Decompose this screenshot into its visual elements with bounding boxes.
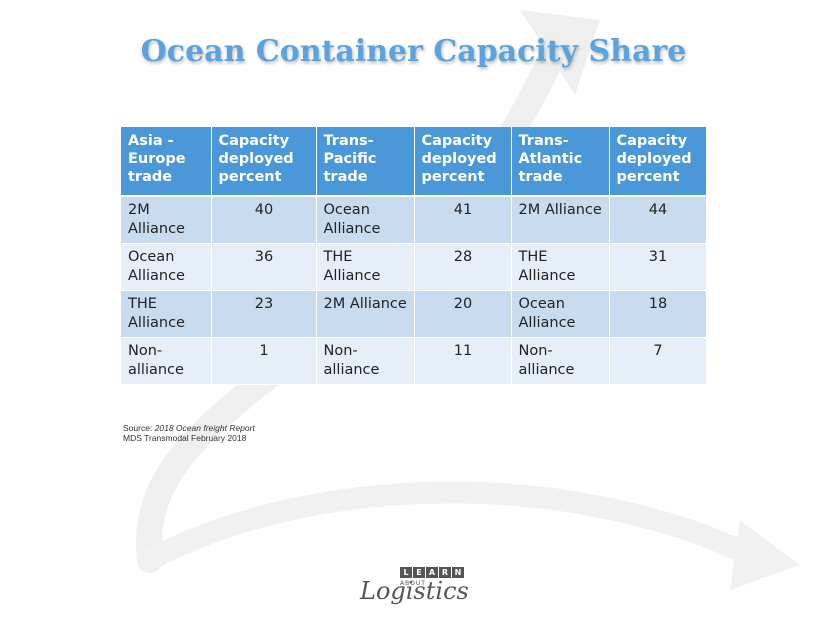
learn-about-logistics-logo: L E A R N ABOUT Logistics (360, 565, 470, 611)
table-cell: 20 (414, 290, 512, 338)
source-line-1: Source: 2018 Ocean freight Report (123, 423, 255, 433)
table-cell: 40 (211, 196, 317, 244)
logo-about: ABOUT (400, 580, 426, 587)
header-trans-pacific-trade: Trans-Pacific trade (316, 127, 415, 197)
table-cell: Non-alliance (511, 337, 610, 385)
table-cell: 28 (414, 243, 512, 291)
table-row: Non-alliance 1 Non-alliance 11 Non-allia… (121, 337, 707, 385)
table-cell: 2M Alliance (121, 196, 212, 244)
header-trans-atlantic-trade: Trans-Atlantic trade (511, 127, 610, 197)
table-cell: Ocean Alliance (511, 290, 610, 338)
table-row: 2M Alliance 40 Ocean Alliance 41 2M Alli… (121, 196, 707, 244)
source-line-2: MDS Transmodal February 2018 (123, 433, 247, 443)
source-note: Source: 2018 Ocean freight Report MDS Tr… (123, 423, 255, 443)
logo-wordmark: Logistics (360, 577, 469, 605)
table-cell: 1 (211, 337, 317, 385)
table-cell: Non-alliance (316, 337, 415, 385)
table-cell: 18 (609, 290, 707, 338)
table-cell: THE Alliance (511, 243, 610, 291)
table-cell: Non-alliance (121, 337, 212, 385)
header-capacity-trans-pacific: Capacity deployed percent (414, 127, 512, 197)
logo-letter: E (413, 567, 425, 578)
header-capacity-trans-atlantic: Capacity deployed percent (609, 127, 707, 197)
table-cell: 23 (211, 290, 317, 338)
table-cell: 7 (609, 337, 707, 385)
table-row: THE Alliance 23 2M Alliance 20 Ocean All… (121, 290, 707, 338)
table-cell: Ocean Alliance (121, 243, 212, 291)
table-cell: 11 (414, 337, 512, 385)
table-cell: 36 (211, 243, 317, 291)
table-cell: 31 (609, 243, 707, 291)
table-cell: THE Alliance (121, 290, 212, 338)
source-report-title: 2018 Ocean freight Report (154, 423, 255, 433)
table-cell: Ocean Alliance (316, 196, 415, 244)
table-header-row: Asia - Europe trade Capacity deployed pe… (121, 127, 707, 197)
table-cell: 41 (414, 196, 512, 244)
source-prefix: Source: (123, 423, 155, 433)
logo-letter: L (400, 567, 412, 578)
table-cell: THE Alliance (316, 243, 415, 291)
logo-letter: N (452, 567, 464, 578)
table-row: Ocean Alliance 36 THE Alliance 28 THE Al… (121, 243, 707, 291)
header-asia-europe-trade: Asia - Europe trade (121, 127, 212, 197)
capacity-share-table: Asia - Europe trade Capacity deployed pe… (121, 127, 707, 385)
logo-letter: A (426, 567, 438, 578)
table-cell: 44 (609, 196, 707, 244)
table-cell: 2M Alliance (511, 196, 610, 244)
table-cell: 2M Alliance (316, 290, 415, 338)
logo-letter: R (439, 567, 451, 578)
page-title: Ocean Container Capacity Share (140, 34, 687, 69)
header-capacity-asia-europe: Capacity deployed percent (211, 127, 317, 197)
